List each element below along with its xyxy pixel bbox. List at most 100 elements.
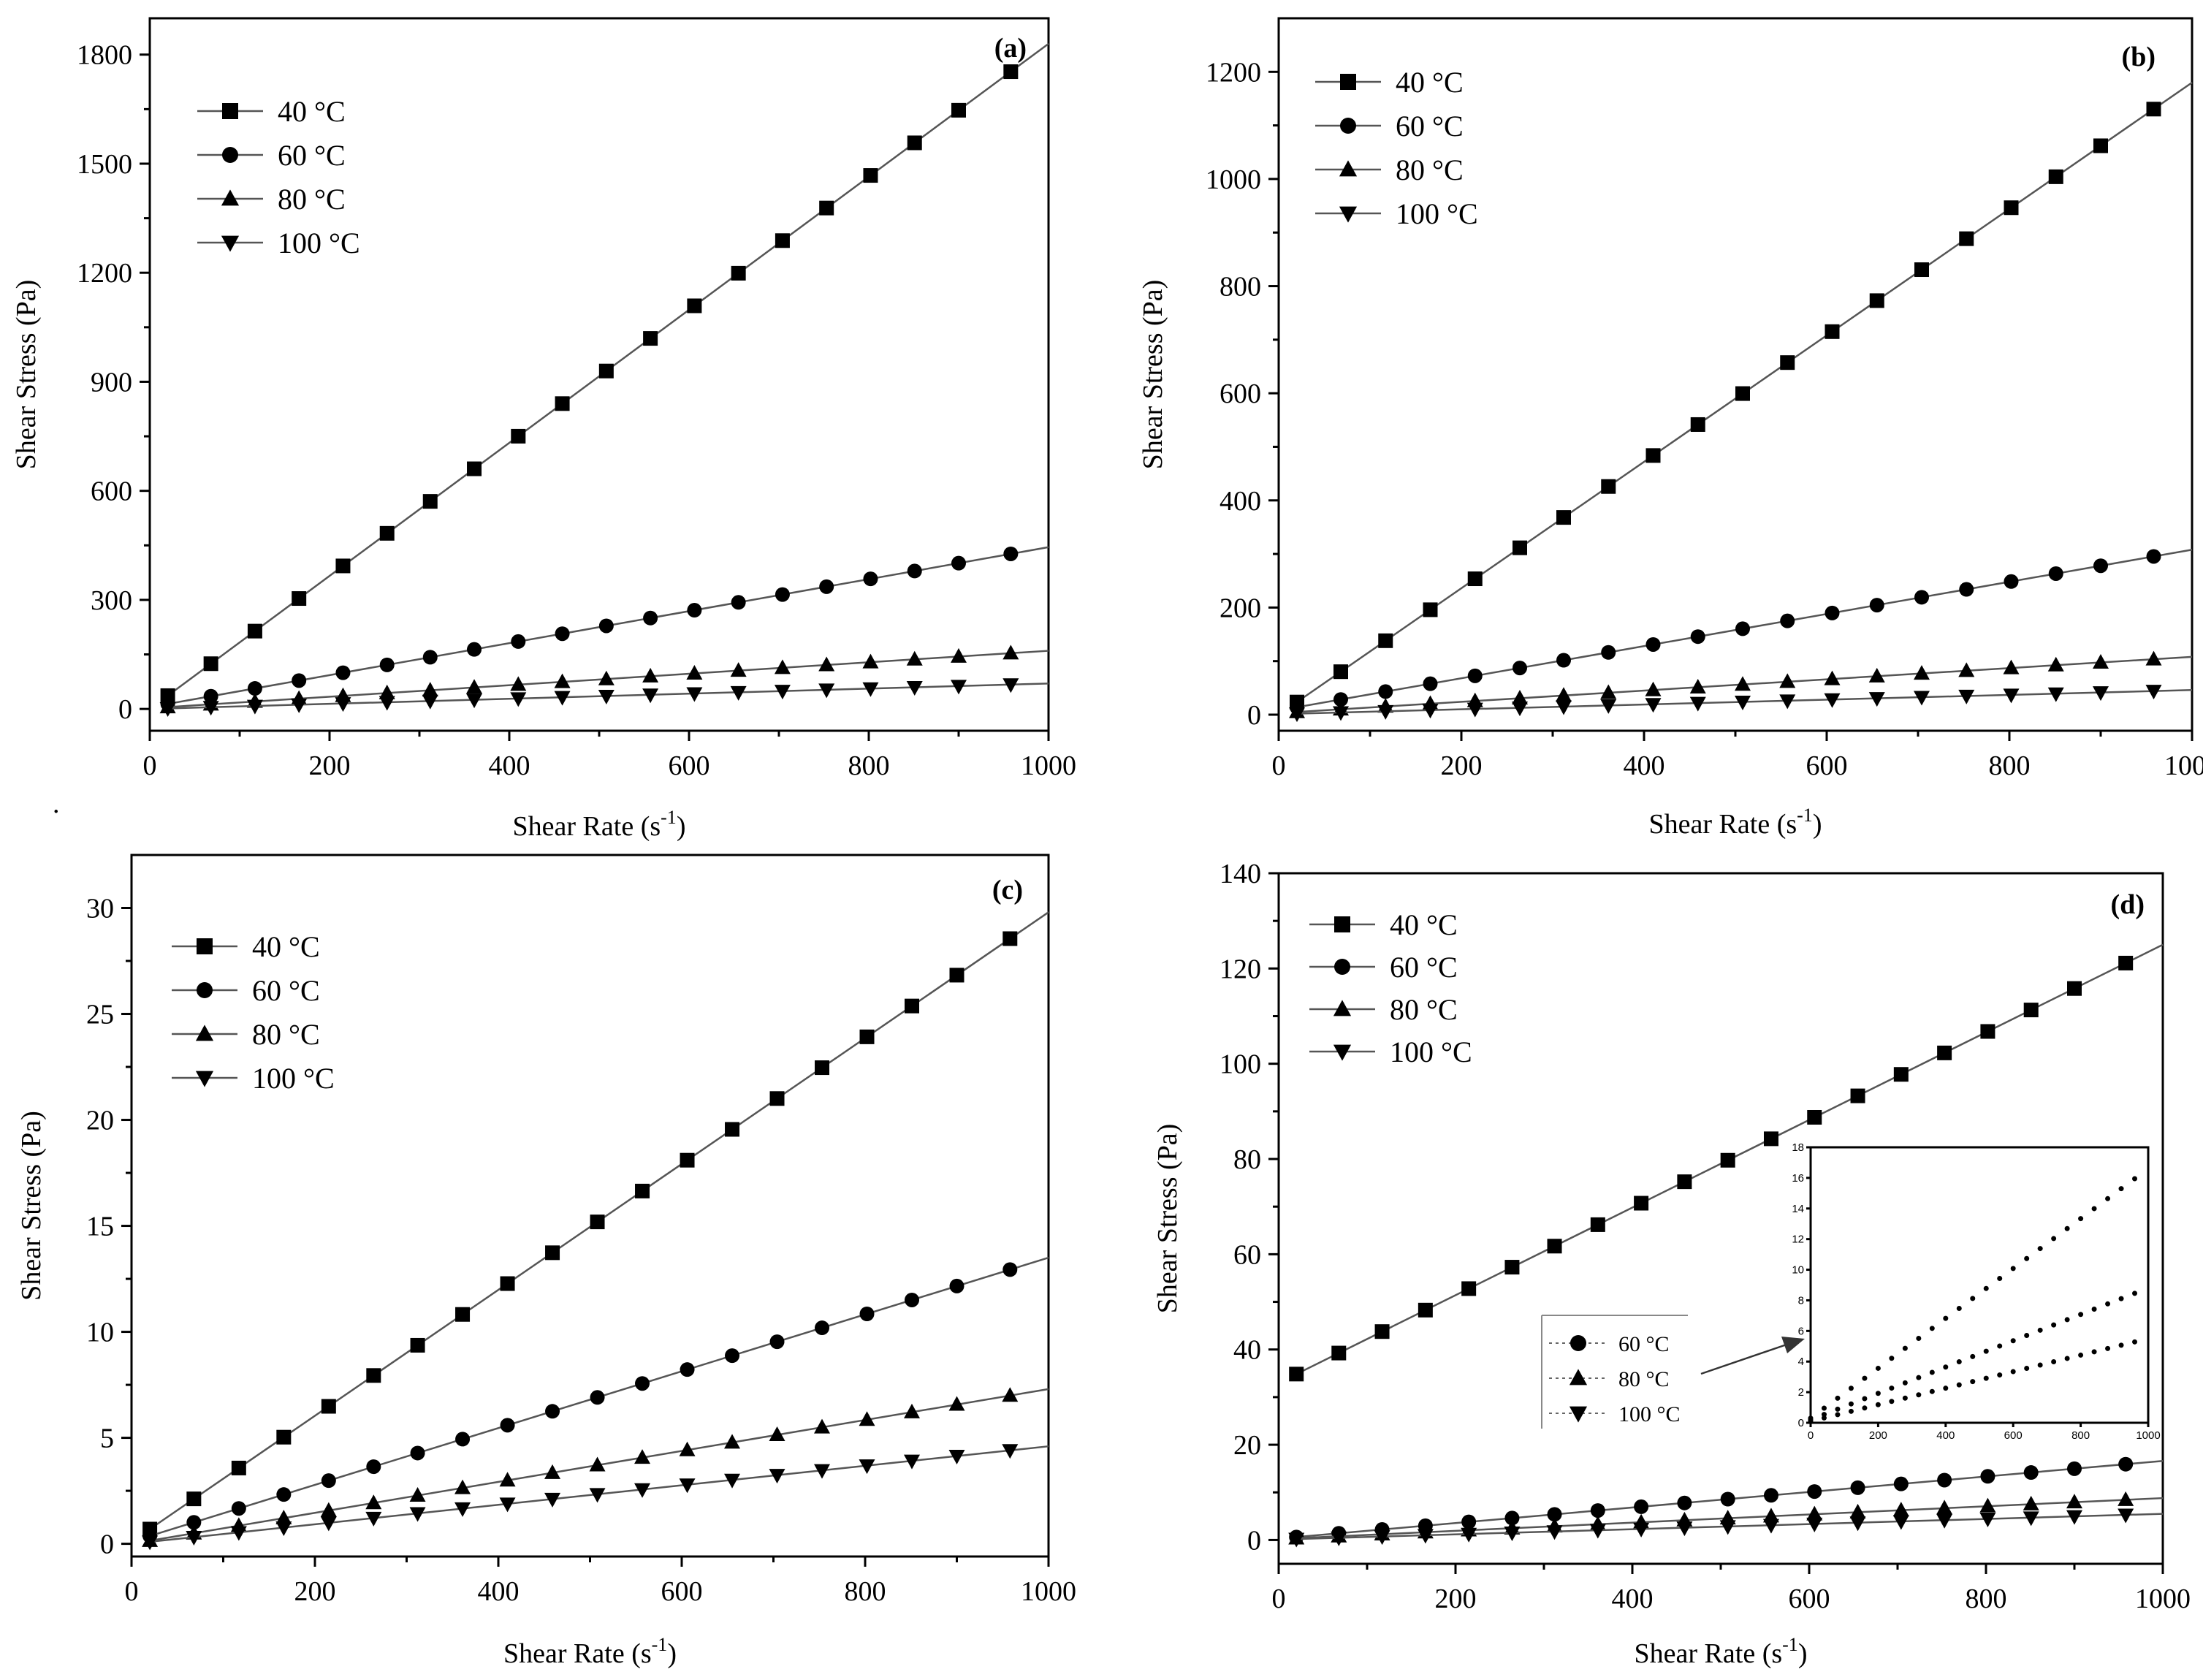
inset-data-point xyxy=(2078,1312,2084,1318)
inset-data-point xyxy=(1943,1386,1949,1391)
data-point xyxy=(511,634,526,649)
data-point xyxy=(1677,1174,1692,1190)
data-point xyxy=(948,1396,965,1411)
data-point xyxy=(499,1497,516,1513)
data-point xyxy=(2118,1508,2134,1524)
inset-data-point xyxy=(2132,1339,2138,1345)
data-point xyxy=(2093,686,2109,702)
legend-label: 80 °C xyxy=(278,183,346,216)
legend-marker xyxy=(222,147,238,163)
data-point xyxy=(2118,955,2134,970)
y-tick-label: 800 xyxy=(1220,272,1261,303)
inset-data-point xyxy=(1821,1415,1827,1421)
legend-entry: 40 °C xyxy=(172,930,320,963)
data-point xyxy=(862,682,879,697)
x-tick-label: 600 xyxy=(661,1576,703,1607)
inset-data-point xyxy=(1983,1285,1989,1291)
y-tick-label: 600 xyxy=(1220,379,1261,409)
inset-data-point xyxy=(2010,1338,2016,1344)
inset-data-point xyxy=(1902,1395,1908,1401)
data-point xyxy=(634,1483,651,1498)
data-point xyxy=(1377,704,1394,720)
legend-marker xyxy=(221,235,240,252)
data-point xyxy=(862,653,879,669)
inset-y-tick-label: 18 xyxy=(1792,1141,1804,1154)
legend-marker xyxy=(1340,118,1356,134)
inset-data-point xyxy=(1848,1386,1854,1391)
inset-data-point xyxy=(1916,1392,1922,1398)
y-tick-label: 1500 xyxy=(77,149,132,180)
inset-data-point xyxy=(1835,1406,1841,1412)
y-tick-label: 0 xyxy=(100,1529,114,1560)
data-point xyxy=(949,968,964,983)
data-point xyxy=(1002,1387,1019,1402)
legend-label: 40 °C xyxy=(1396,66,1464,99)
x-tick-label: 200 xyxy=(1441,750,1483,781)
x-axis-title: Shear Rate (s-1) xyxy=(503,1634,677,1669)
data-point xyxy=(598,689,615,704)
legend-marker xyxy=(221,189,240,206)
data-point xyxy=(1333,692,1348,707)
data-point xyxy=(1556,653,1571,668)
legend-entry: 60 °C xyxy=(1309,951,1458,984)
data-point xyxy=(1807,1109,1822,1125)
series-40c xyxy=(160,42,1049,703)
data-point xyxy=(2066,1494,2082,1509)
data-point xyxy=(2048,566,2063,581)
x-tick-label: 0 xyxy=(1272,1584,1286,1614)
data-point xyxy=(409,1507,426,1522)
x-axis-title: Shear Rate (s-1) xyxy=(1649,805,1822,840)
data-point xyxy=(379,525,395,541)
data-point xyxy=(2093,654,2109,669)
data-point xyxy=(1677,1495,1692,1510)
legend-label: 80 °C xyxy=(252,1018,320,1051)
y-tick-label: 5 xyxy=(100,1424,114,1454)
legend-entry: 80 °C xyxy=(172,1018,320,1051)
y-tick-label: 30 xyxy=(86,894,114,924)
data-point xyxy=(379,657,395,672)
data-point xyxy=(1333,664,1348,680)
data-point xyxy=(1676,1521,1693,1537)
data-point xyxy=(1512,702,1528,717)
data-point xyxy=(590,1390,605,1405)
data-point xyxy=(1467,571,1483,587)
data-point xyxy=(320,1516,337,1532)
data-point xyxy=(1825,605,1840,620)
data-point xyxy=(2146,549,2161,564)
data-point xyxy=(246,699,263,715)
panel-c-shear-stress-chart: 0 200 400 600 800 1000 0 5 10 15 20 25 30 Shear Rate … xyxy=(16,854,1076,1669)
inset-data-point xyxy=(2091,1307,2097,1312)
y-tick-label: 1200 xyxy=(1206,57,1261,88)
data-point xyxy=(544,1464,561,1479)
data-point xyxy=(1735,696,1751,711)
y-tick-label: 900 xyxy=(91,367,132,398)
data-point xyxy=(598,363,614,379)
data-point xyxy=(366,1459,381,1475)
data-point xyxy=(2145,650,2162,666)
data-point xyxy=(1331,1531,1347,1546)
data-point xyxy=(1979,1513,1996,1528)
data-point xyxy=(1735,621,1750,636)
legend-marker xyxy=(1333,1044,1352,1061)
data-point xyxy=(1504,1260,1520,1275)
data-point xyxy=(545,1245,560,1261)
data-point xyxy=(1378,633,1393,648)
data-point xyxy=(1780,613,1795,628)
data-point xyxy=(1002,1262,1018,1277)
data-point xyxy=(1600,699,1617,714)
legend-label: 80 °C xyxy=(1396,153,1464,186)
data-point xyxy=(247,681,262,696)
data-point xyxy=(422,650,438,665)
inset-y-tick-label: 2 xyxy=(1798,1386,1804,1399)
inset-data-point xyxy=(2132,1291,2138,1296)
data-point xyxy=(1868,692,1885,707)
data-point xyxy=(769,1426,785,1442)
data-point xyxy=(1417,1529,1434,1544)
x-tick-label: 1000 xyxy=(1021,1576,1076,1607)
inset-data-point xyxy=(1862,1405,1868,1411)
data-point xyxy=(467,461,482,476)
legend-marker xyxy=(197,938,213,954)
data-point xyxy=(1689,678,1706,693)
panel-a-shear-stress-chart: 0 200 400 600 800 1000 0 300 600 900 1200 1500 1800 S… xyxy=(11,17,1076,842)
y-tick-label: 10 xyxy=(86,1318,114,1348)
